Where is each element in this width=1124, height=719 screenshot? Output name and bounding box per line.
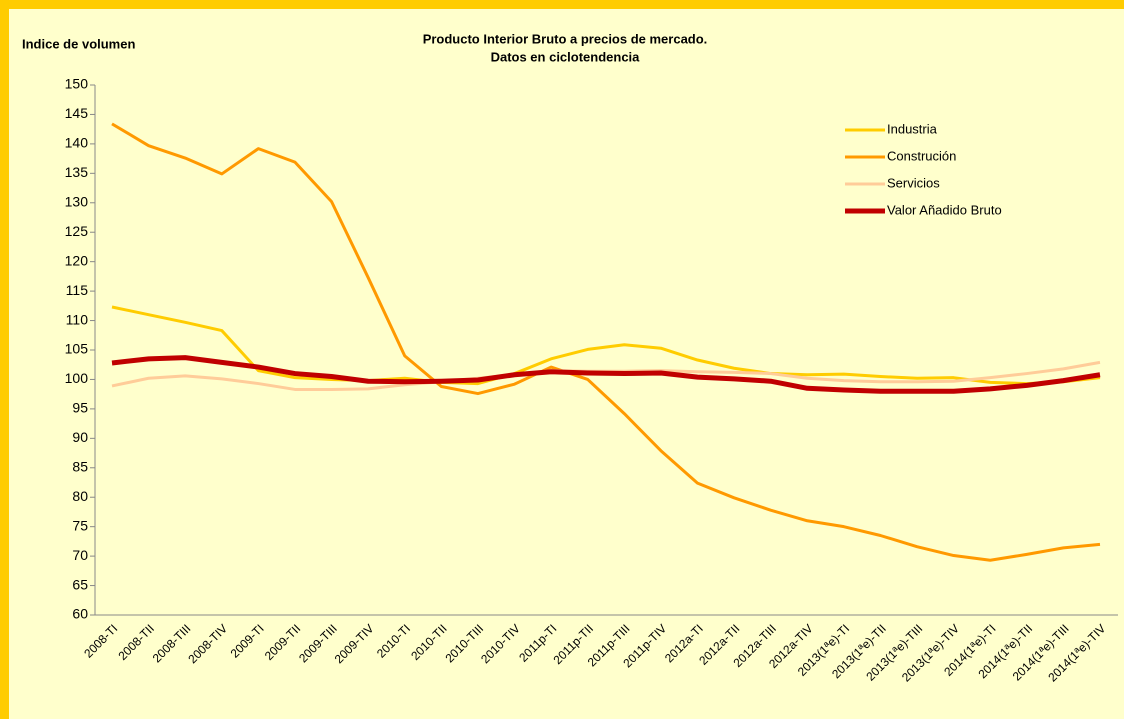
y-tick-label: 140 bbox=[65, 135, 89, 151]
border-left bbox=[0, 0, 9, 719]
y-tick-label: 105 bbox=[65, 341, 89, 357]
chart-subtitle: Datos en ciclotendencia bbox=[491, 49, 641, 64]
y-tick-label: 80 bbox=[72, 488, 88, 504]
line-series bbox=[111, 305, 1101, 386]
y-tick-label: 100 bbox=[65, 370, 89, 386]
y-tick-label: 60 bbox=[72, 606, 88, 622]
chart-title: Producto Interior Bruto a precios de mer… bbox=[423, 31, 708, 46]
legend-label: Servicios bbox=[887, 175, 940, 190]
y-tick-label: 135 bbox=[65, 164, 89, 180]
legend-label: Construción bbox=[887, 148, 956, 163]
y-tick-label: 150 bbox=[65, 76, 89, 92]
y-tick-label: 65 bbox=[72, 576, 88, 592]
y-tick-label: 145 bbox=[65, 105, 89, 121]
y-tick-label: 85 bbox=[72, 458, 88, 474]
y-axis-label: Indice de volumen bbox=[22, 36, 135, 51]
legend-label: Industria bbox=[887, 121, 938, 136]
y-tick-label: 115 bbox=[66, 282, 89, 298]
y-tick-label: 90 bbox=[72, 429, 88, 445]
y-tick-label: 95 bbox=[72, 400, 88, 416]
y-tick-label: 130 bbox=[65, 193, 89, 209]
y-tick-label: 70 bbox=[72, 547, 88, 563]
y-tick-label: 120 bbox=[65, 252, 89, 268]
border-top bbox=[0, 0, 1124, 9]
line-series bbox=[111, 355, 1101, 394]
line-series bbox=[111, 122, 1101, 562]
y-tick-label: 110 bbox=[66, 311, 89, 327]
legend-label: Valor Añadido Bruto bbox=[887, 202, 1002, 217]
y-tick-label: 125 bbox=[65, 223, 89, 239]
y-tick-label: 75 bbox=[72, 517, 88, 533]
